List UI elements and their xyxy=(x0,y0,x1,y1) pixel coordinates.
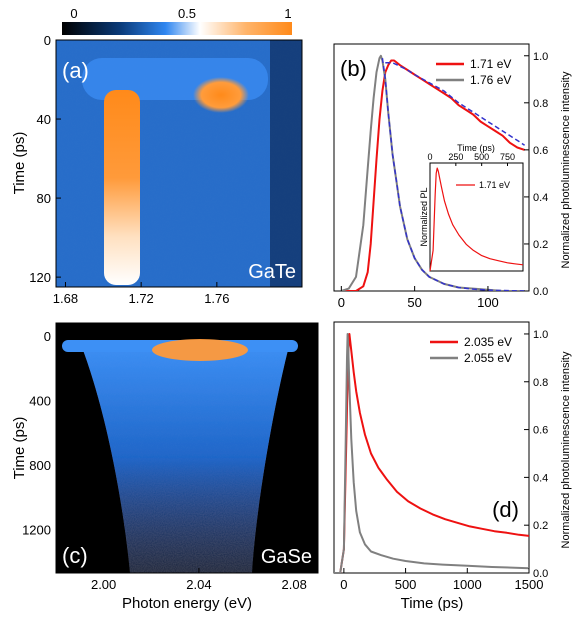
panel-d-ytick-label: 0.4 xyxy=(533,472,548,484)
colorbar-tick-0: 0 xyxy=(70,6,77,21)
colorbar-tick-1: 1 xyxy=(284,6,291,21)
panel-c-fan xyxy=(80,342,290,573)
panel-d-xtick-label: 500 xyxy=(395,577,417,592)
inset-axes: 0 250 500 750 xyxy=(427,152,515,166)
panel-c-ytick-label: 0 xyxy=(44,329,51,344)
panel-b-ylabel: Normalized photoluminescence intensity xyxy=(560,71,572,268)
panel-a-xtick-label: 1.76 xyxy=(204,291,229,306)
panel-b-axes: 0 50 100 0.0 0.2 0.4 0.6 0.8 1.0 xyxy=(338,51,549,310)
panel-d-xtick-label: 1500 xyxy=(515,577,544,592)
inset-ylabel: Normalized PL xyxy=(419,187,429,246)
inset-series-0 xyxy=(429,167,524,272)
panel-a-label: (a) xyxy=(62,58,89,83)
inset-xtick-label: 500 xyxy=(474,152,489,162)
panel-b-ytick-label: 0.2 xyxy=(533,239,548,251)
legend-d-label-1: 2.055 eV xyxy=(464,351,512,365)
panel-c-ytick-label: 1200 xyxy=(22,522,51,537)
panel-b-ytick-label: 0.8 xyxy=(533,98,548,110)
panel-c-axes: 2.00 2.04 2.08 0 400 800 1200 xyxy=(22,329,307,592)
panel-b-series-2 xyxy=(385,62,526,146)
panel-c-label: (c) xyxy=(62,543,88,568)
inset-lines xyxy=(429,167,524,272)
panel-c-xlabel: Photon energy (eV) xyxy=(122,595,252,612)
panel-a-ytick-label: 40 xyxy=(37,112,51,127)
panel-d-lines xyxy=(334,333,529,573)
inset-xlabel: Time (ps) xyxy=(457,143,495,153)
panel-a-axes: 1.68 1.72 1.76 0 40 80 120 xyxy=(29,33,229,306)
panel-a-ytick-label: 80 xyxy=(37,191,51,206)
panel-b-ytick-label: 0.4 xyxy=(533,192,548,204)
panel-a-hot-spot xyxy=(193,77,249,113)
panel-c-xtick-label: 2.00 xyxy=(91,577,116,592)
panel-b-xtick-label: 50 xyxy=(407,295,421,310)
panel-a-ytick-label: 0 xyxy=(44,33,51,48)
panel-c-xtick-label: 2.08 xyxy=(282,577,307,592)
panel-a-material: GaTe xyxy=(248,261,296,283)
inset-xtick-label: 0 xyxy=(427,152,432,162)
legend-d-label-0: 2.035 eV xyxy=(464,335,512,349)
panel-c-ytick-label: 400 xyxy=(29,393,51,408)
panel-d-xtick-label: 0 xyxy=(340,577,347,592)
panel-c-ytick-label: 800 xyxy=(29,458,51,473)
panel-c-ylabel: Time (ps) xyxy=(11,417,28,480)
panel-a-ytick-label: 120 xyxy=(29,270,51,285)
panel-d-xlabel: Time (ps) xyxy=(401,595,464,612)
panel-a-frame xyxy=(55,39,303,288)
panel-d-xtick-label: 1000 xyxy=(453,577,482,592)
colorbar: 0 0.5 1 xyxy=(62,6,292,35)
panel-b-label: (b) xyxy=(340,56,367,81)
panel-b-lines xyxy=(340,54,526,291)
panel-b-ytick-label: 0.6 xyxy=(533,145,548,157)
panel-a-xtick-label: 1.72 xyxy=(128,291,153,306)
panel-c-material: GaSe xyxy=(261,546,312,568)
panel-b-xtick-label: 0 xyxy=(338,295,345,310)
panel-c-hot-spot xyxy=(152,339,248,361)
panel-b-xtick-label: 100 xyxy=(477,295,499,310)
panel-c-xtick-label: 2.04 xyxy=(186,577,211,592)
panel-d-ylabel: Normalized photoluminescence intensity xyxy=(560,351,572,548)
panel-d-ytick-label: 0.2 xyxy=(533,520,548,532)
panel-d-ytick-label: 0.6 xyxy=(533,425,548,437)
panel-a: (a) GaTe 1.68 1.72 1.76 0 40 80 120 xyxy=(29,33,303,306)
panel-b-ytick-label: 0.0 xyxy=(533,286,548,298)
panel-b-inset: 0 250 500 750 Time (ps) Normalized PL 1.71 … xyxy=(419,143,524,272)
panel-a-xtick-label: 1.68 xyxy=(53,291,78,306)
panel-d-legend: 2.035 eV 2.055 eV xyxy=(430,335,512,365)
panel-a-dark-edge xyxy=(270,40,302,287)
colorbar-gradient xyxy=(62,22,292,35)
inset-xtick-label: 750 xyxy=(500,152,515,162)
legend-b-label-1: 1.76 eV xyxy=(470,73,511,87)
panel-d-label: (d) xyxy=(492,497,519,522)
colorbar-tick-0.5: 0.5 xyxy=(178,6,196,21)
panel-d-ytick-label: 0.0 xyxy=(533,568,548,580)
panel-b-series-3 xyxy=(381,57,525,291)
panel-c-frame xyxy=(55,322,319,574)
panel-c: (c) GaSe 2.00 2.04 2.08 0 400 800 1200 Photon … xyxy=(22,322,319,612)
panel-b-ytick-label: 1.0 xyxy=(533,51,548,63)
legend-b-label-0: 1.71 eV xyxy=(470,57,511,71)
panel-d-ytick-label: 0.8 xyxy=(533,377,548,389)
panel-b: 0 50 100 0.0 0.2 0.4 0.6 0.8 1.0 (b) 1.71 eV 1.7… xyxy=(333,43,572,310)
inset-xtick-label: 250 xyxy=(448,152,463,162)
panel-a-ylabel: Time (ps) xyxy=(11,132,28,195)
panel-b-legend: 1.71 eV 1.76 eV xyxy=(436,57,511,87)
inset-legend-label: 1.71 eV xyxy=(479,180,510,190)
panel-d-ytick-label: 1.0 xyxy=(533,329,548,341)
panel-a-hot-column xyxy=(104,90,140,285)
panel-d-series-1 xyxy=(334,333,529,573)
